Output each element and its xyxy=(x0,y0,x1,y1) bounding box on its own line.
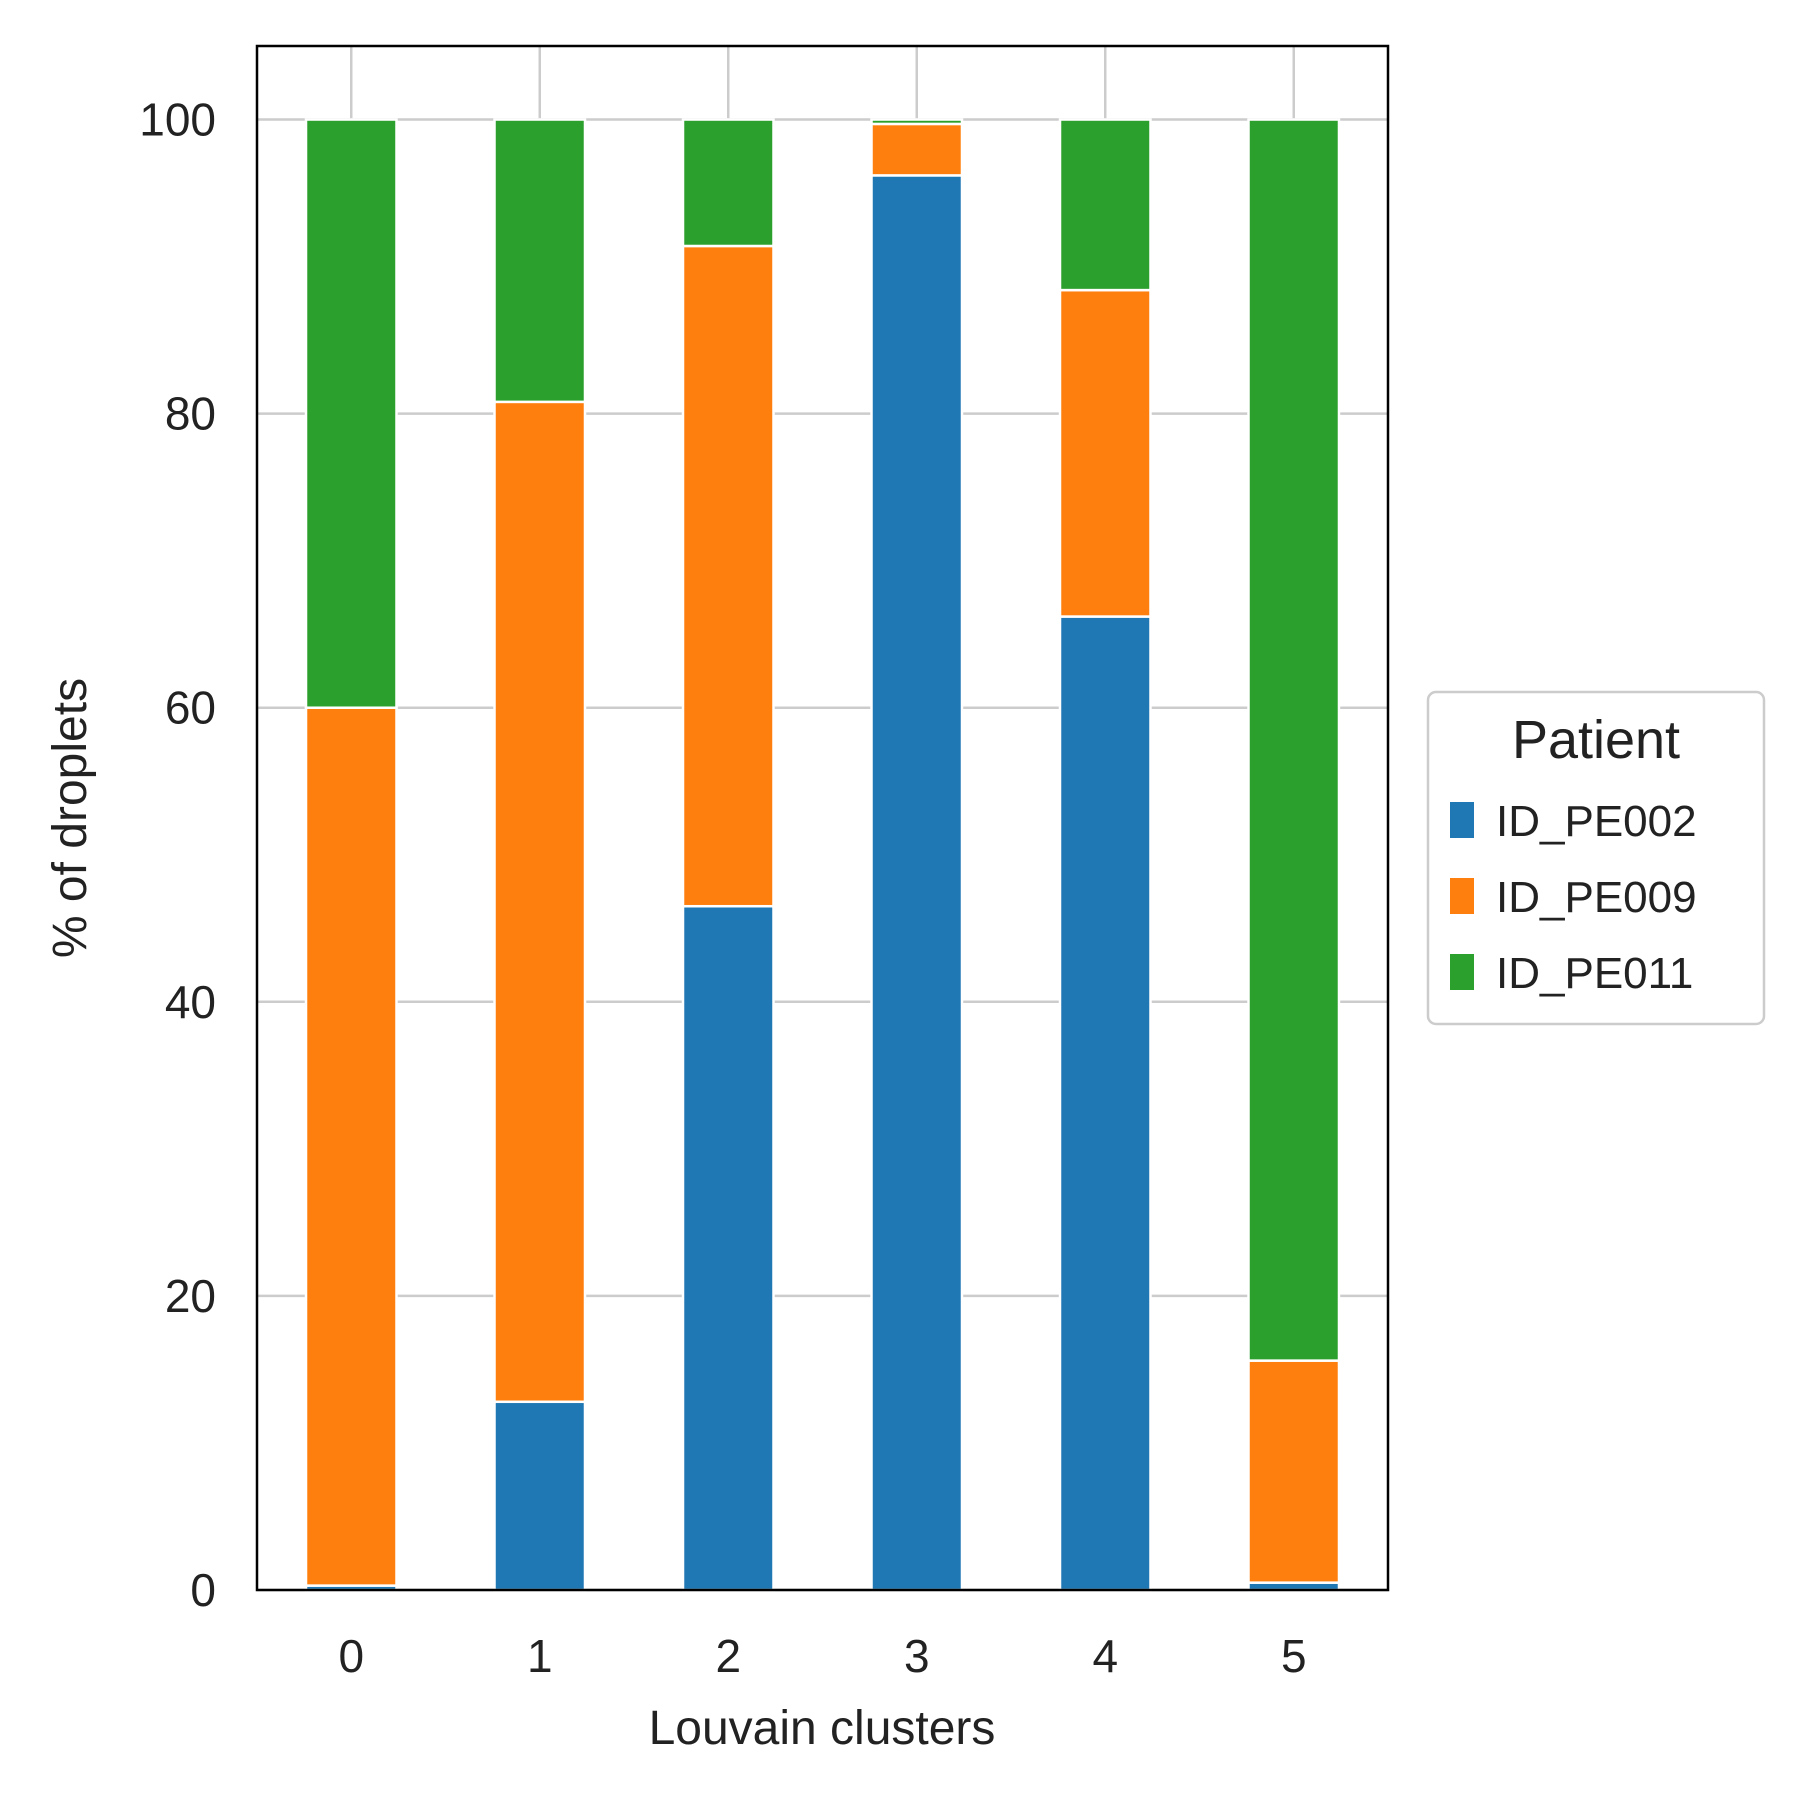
legend: Patient ID_PE002 ID_PE009 ID_PE011 xyxy=(1426,690,1766,1026)
bar-segment xyxy=(1058,288,1152,618)
x-tick-label: 2 xyxy=(715,1630,741,1682)
legend-entry-label: ID_PE009 xyxy=(1496,873,1697,922)
plot-frame xyxy=(255,44,1390,1592)
x-tick-labels: 0 1 2 3 4 5 xyxy=(338,1630,1306,1682)
bar-segment xyxy=(681,904,775,1592)
y-tick-label: 100 xyxy=(139,94,216,146)
legend-entries: ID_PE002 ID_PE009 ID_PE011 xyxy=(1450,797,1697,998)
bar-segment xyxy=(304,118,398,709)
y-tick-label: 0 xyxy=(190,1564,216,1616)
x-axis-label: Louvain clusters xyxy=(649,1702,996,1755)
bar-segment xyxy=(870,118,964,126)
x-tick-label: 5 xyxy=(1281,1630,1307,1682)
x-tick-label: 0 xyxy=(338,1630,364,1682)
y-tick-label: 40 xyxy=(165,976,216,1028)
x-tick-label: 4 xyxy=(1092,1630,1118,1682)
x-tick-label: 1 xyxy=(527,1630,553,1682)
legend-swatch xyxy=(1450,802,1474,838)
bars xyxy=(304,118,1341,1592)
grid-lines xyxy=(257,46,1388,1592)
bar-segment xyxy=(493,400,587,1404)
bar-segment xyxy=(1058,615,1152,1592)
legend-box xyxy=(1426,690,1766,1026)
legend-swatch xyxy=(1450,954,1474,990)
bar-segment xyxy=(1247,1359,1341,1584)
y-tick-label: 60 xyxy=(165,682,216,734)
bar-segment xyxy=(304,706,398,1587)
bar-segment xyxy=(493,118,587,404)
legend-entry-label: ID_PE002 xyxy=(1496,797,1697,846)
y-tick-label: 20 xyxy=(165,1270,216,1322)
x-tick-label: 3 xyxy=(904,1630,930,1682)
bar-segment xyxy=(870,174,964,1592)
bar-segment xyxy=(681,118,775,248)
legend-entry-label: ID_PE011 xyxy=(1496,949,1693,998)
bar-segment xyxy=(681,244,775,908)
bar-segment xyxy=(870,122,964,177)
y-tick-labels: 0 20 40 60 80 100 xyxy=(139,94,216,1616)
bar-segment xyxy=(1058,118,1152,292)
legend-title: Patient xyxy=(1512,710,1680,770)
y-axis-label: % of droplets xyxy=(44,678,97,958)
bar-segment xyxy=(1247,118,1341,1362)
y-tick-label: 80 xyxy=(165,388,216,440)
bar-segment xyxy=(493,1400,587,1592)
legend-swatch xyxy=(1450,878,1474,914)
